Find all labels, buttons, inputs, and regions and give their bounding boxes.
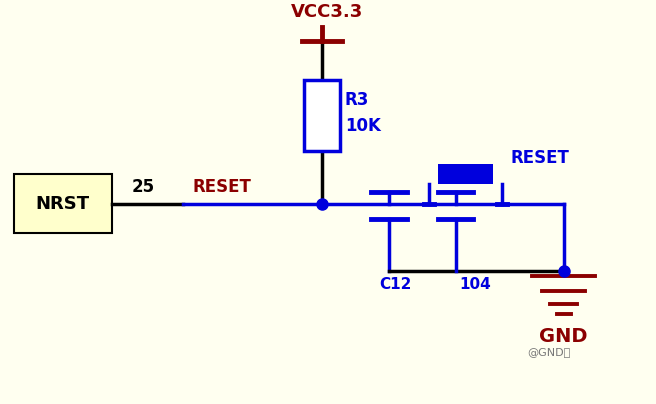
Text: 10K: 10K	[344, 117, 380, 135]
Text: 104: 104	[460, 277, 491, 292]
Text: NRST: NRST	[36, 195, 90, 213]
Text: GND: GND	[539, 327, 588, 346]
Text: C12: C12	[379, 277, 411, 292]
Text: VCC3.3: VCC3.3	[291, 3, 363, 21]
Bar	[14, 174, 112, 233]
Text: RESET: RESET	[510, 149, 569, 168]
Text: 25: 25	[132, 178, 155, 196]
Bar	[438, 164, 493, 184]
Text: R3: R3	[344, 90, 369, 109]
Text: @GND客: @GND客	[527, 347, 571, 357]
Bar	[304, 80, 340, 151]
Text: RESET: RESET	[192, 178, 251, 196]
